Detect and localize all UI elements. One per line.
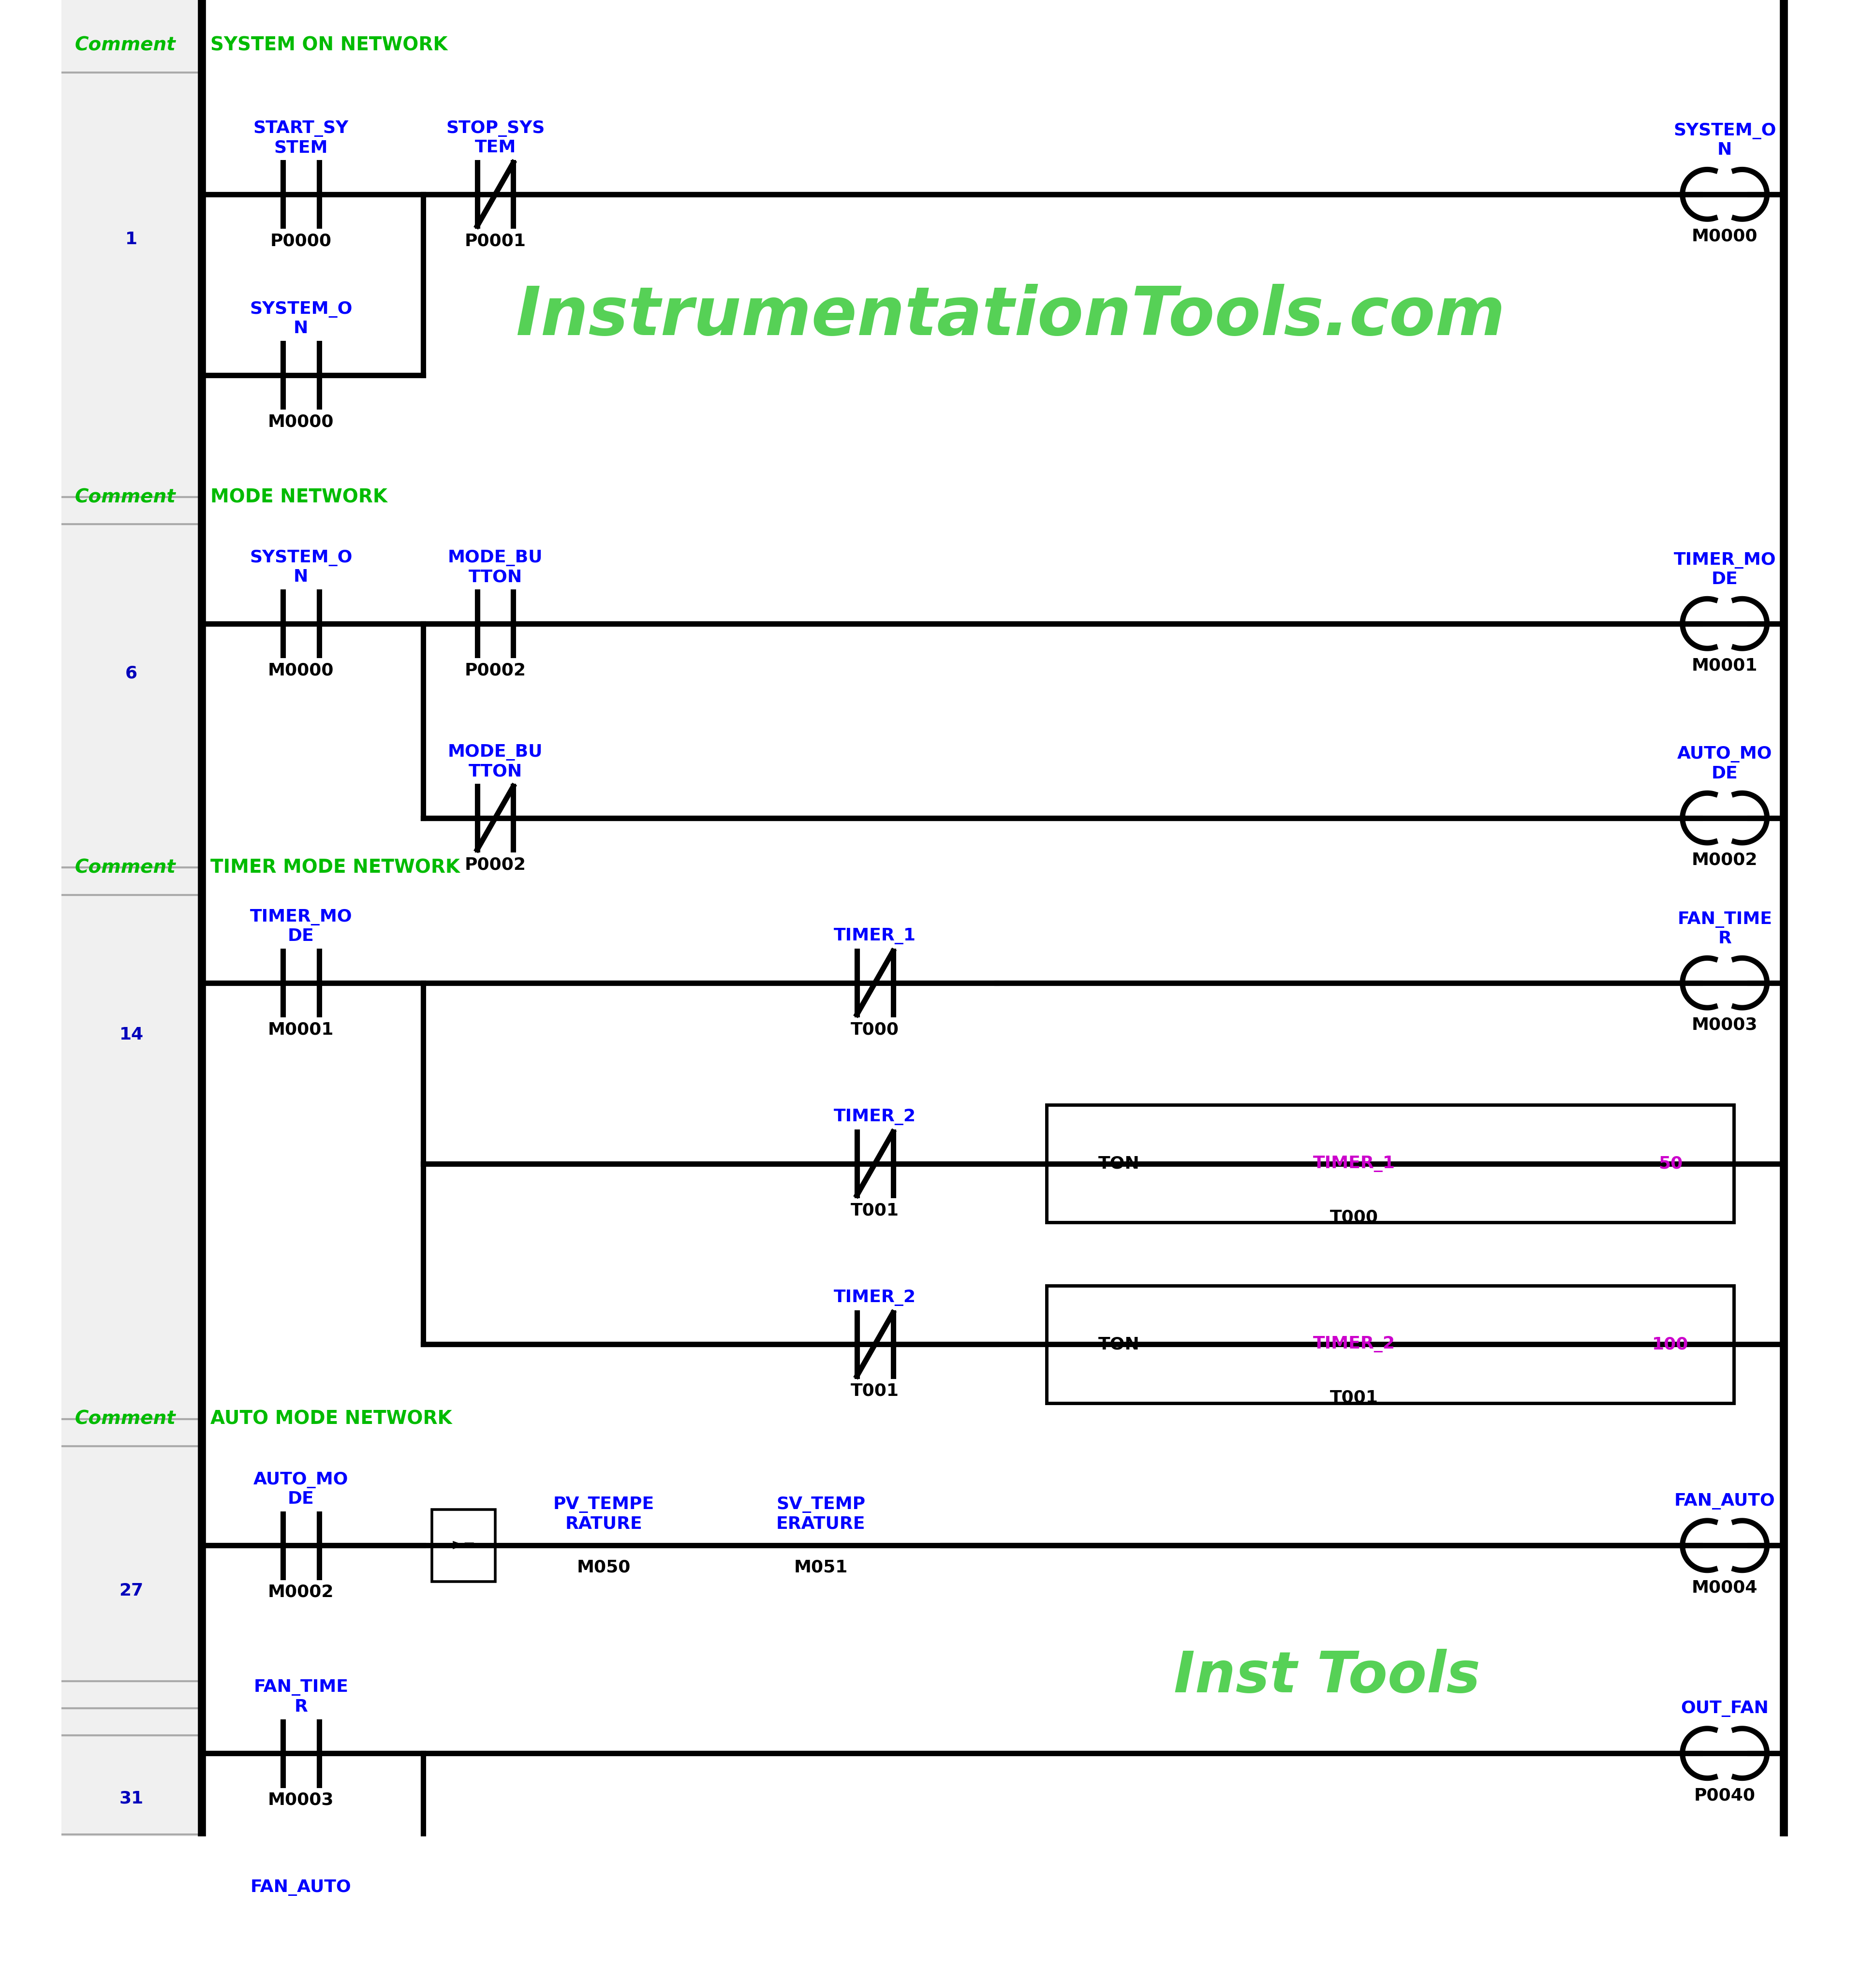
- Text: TIMER_1: TIMER_1: [833, 927, 915, 945]
- Text: T001: T001: [1330, 1389, 1377, 1407]
- Text: M0004: M0004: [1692, 1580, 1758, 1596]
- Text: >=: >=: [450, 1539, 477, 1552]
- Text: FAN_TIME
R: FAN_TIME R: [253, 1680, 349, 1715]
- Text: SYSTEM_O
N: SYSTEM_O N: [250, 550, 353, 586]
- Text: T001: T001: [850, 1383, 899, 1399]
- Text: P0001: P0001: [465, 232, 525, 250]
- Text: M0003: M0003: [268, 1792, 334, 1808]
- Text: TIMER MODE NETWORK: TIMER MODE NETWORK: [210, 859, 460, 876]
- Text: Comment: Comment: [75, 859, 176, 876]
- Text: TIMER_MO
DE: TIMER_MO DE: [1673, 552, 1775, 588]
- Text: MODE_BU
TTON: MODE_BU TTON: [448, 745, 542, 780]
- Text: AUTO_MO
DE: AUTO_MO DE: [253, 1472, 349, 1507]
- Bar: [1047, 1104, 1733, 1222]
- Text: P0040: P0040: [1694, 1788, 1754, 1804]
- Text: TIMER_2: TIMER_2: [833, 1289, 915, 1307]
- Text: Comment: Comment: [75, 1409, 176, 1429]
- Text: Comment: Comment: [75, 487, 176, 507]
- Text: T001: T001: [850, 1203, 899, 1218]
- Text: M051: M051: [794, 1558, 848, 1576]
- Text: FAN_AUTO: FAN_AUTO: [1673, 1493, 1775, 1509]
- Text: M0001: M0001: [1692, 658, 1758, 674]
- Text: TIMER_2: TIMER_2: [833, 1108, 915, 1126]
- Text: 50: 50: [1658, 1155, 1683, 1171]
- Text: P0000: P0000: [270, 232, 332, 250]
- Text: M0000: M0000: [268, 662, 334, 678]
- Text: FAN_TIME
R: FAN_TIME R: [1677, 912, 1771, 947]
- Text: STOP_SYS
TEM: STOP_SYS TEM: [446, 120, 544, 155]
- Text: TIMER_1: TIMER_1: [1313, 1155, 1396, 1171]
- Text: T000: T000: [850, 1022, 899, 1038]
- Text: InstrumentationTools.com: InstrumentationTools.com: [516, 283, 1505, 350]
- Text: Comment: Comment: [75, 35, 176, 55]
- Text: PV_TEMPE
RATURE: PV_TEMPE RATURE: [553, 1497, 655, 1533]
- Text: TON: TON: [1097, 1336, 1139, 1352]
- Bar: [431, 1509, 495, 1582]
- Text: 27: 27: [120, 1582, 144, 1600]
- Text: TIMER_MO
DE: TIMER_MO DE: [250, 910, 353, 945]
- Text: FAN_AUTO: FAN_AUTO: [250, 1879, 351, 1896]
- Text: TIMER_2: TIMER_2: [1313, 1336, 1396, 1352]
- Text: M0002: M0002: [268, 1584, 334, 1600]
- Text: 6: 6: [126, 664, 137, 682]
- Text: SYSTEM ON NETWORK: SYSTEM ON NETWORK: [210, 35, 448, 55]
- Text: M0001: M0001: [268, 1022, 334, 1038]
- Text: M0000: M0000: [268, 413, 334, 430]
- Text: M0000: M0000: [1692, 228, 1758, 246]
- Text: SV_TEMP
ERATURE: SV_TEMP ERATURE: [777, 1497, 865, 1533]
- Text: M0003: M0003: [1692, 1016, 1758, 1034]
- Text: MODE_BU
TTON: MODE_BU TTON: [448, 550, 542, 586]
- Text: AUTO MODE NETWORK: AUTO MODE NETWORK: [210, 1409, 452, 1429]
- Text: 1: 1: [126, 232, 137, 248]
- Text: P0002: P0002: [465, 662, 525, 678]
- Text: M050: M050: [576, 1558, 630, 1576]
- Text: TON: TON: [1097, 1155, 1139, 1171]
- Text: AUTO_MO
DE: AUTO_MO DE: [1677, 747, 1771, 782]
- Text: M0002: M0002: [1692, 851, 1758, 869]
- Bar: [1047, 1285, 1733, 1403]
- Text: T000: T000: [1330, 1208, 1377, 1226]
- Text: OUT_FAN: OUT_FAN: [1681, 1702, 1769, 1717]
- Text: SYSTEM_O
N: SYSTEM_O N: [250, 301, 353, 336]
- Text: 100: 100: [1653, 1336, 1688, 1352]
- Text: 31: 31: [120, 1790, 144, 1806]
- Bar: [62, 0, 201, 1837]
- Text: MODE NETWORK: MODE NETWORK: [210, 487, 388, 507]
- Text: Inst Tools: Inst Tools: [1172, 1649, 1480, 1704]
- Text: SYSTEM_O
N: SYSTEM_O N: [1673, 122, 1777, 157]
- Text: 14: 14: [120, 1026, 144, 1043]
- Text: P0002: P0002: [465, 857, 525, 872]
- Text: START_SY
STEM: START_SY STEM: [253, 120, 349, 155]
